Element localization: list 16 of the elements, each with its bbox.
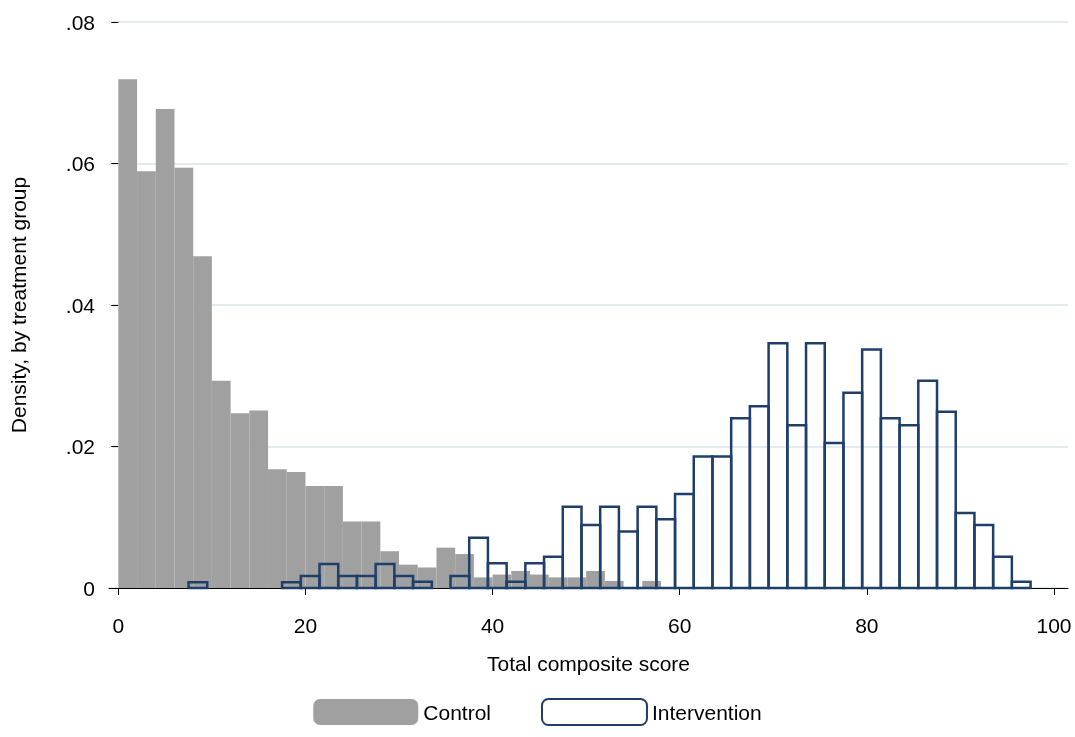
y-tick-label: 0 xyxy=(83,576,95,600)
x-tick-label: 60 xyxy=(668,614,692,637)
y-tick-label: .06 xyxy=(65,152,95,175)
x-tick-label: 80 xyxy=(855,614,879,637)
x-tick-label: 0 xyxy=(112,614,125,637)
x-tick-label: 40 xyxy=(480,614,505,637)
y-tick-label: .04 xyxy=(65,293,96,317)
legend-label: Control xyxy=(423,700,491,724)
y-tick-label: .08 xyxy=(65,10,95,34)
y-tick-label: .02 xyxy=(65,435,95,458)
bar xyxy=(187,581,209,590)
x-axis-title: Total composite score xyxy=(486,652,691,675)
y-axis-title: Density, by treatment group xyxy=(7,176,30,434)
legend-label: Intervention xyxy=(651,700,762,724)
x-tick-label: 100 xyxy=(1036,614,1072,637)
x-tick-label: 20 xyxy=(293,614,318,637)
